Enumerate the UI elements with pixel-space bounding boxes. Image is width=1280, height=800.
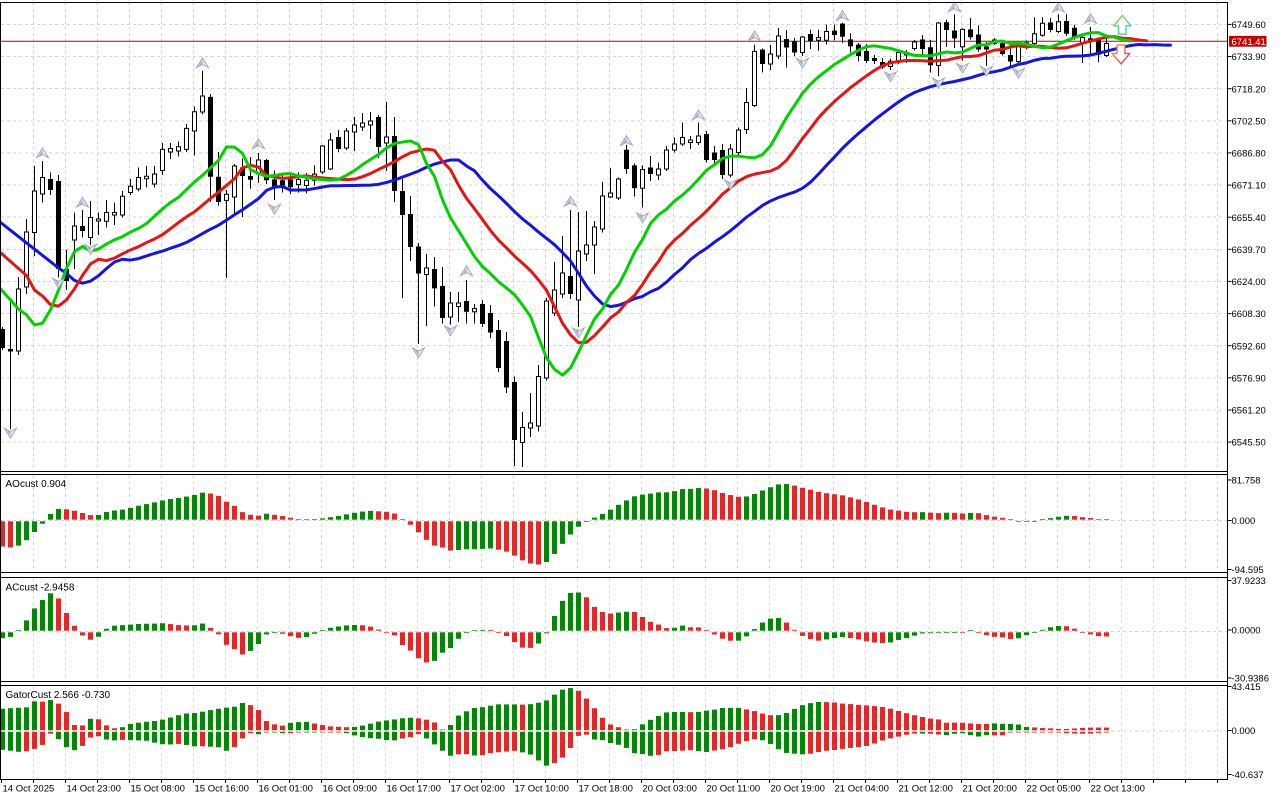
svg-text:0.000: 0.000: [1232, 726, 1256, 737]
svg-text:AOcust 0.904: AOcust 0.904: [6, 479, 67, 490]
svg-text:22 Oct 05:00: 22 Oct 05:00: [1027, 784, 1081, 795]
svg-text:6702.50: 6702.50: [1232, 116, 1266, 127]
svg-text:6576.90: 6576.90: [1232, 373, 1266, 384]
svg-text:20 Oct 03:00: 20 Oct 03:00: [643, 784, 697, 795]
svg-text:6624.00: 6624.00: [1232, 277, 1266, 288]
svg-text:20 Oct 19:00: 20 Oct 19:00: [771, 784, 825, 795]
svg-text:6608.30: 6608.30: [1232, 309, 1266, 320]
svg-text:37.9233: 37.9233: [1232, 576, 1266, 587]
svg-text:15 Oct 16:00: 15 Oct 16:00: [195, 784, 249, 795]
svg-text:6671.10: 6671.10: [1232, 181, 1266, 192]
svg-text:GatorCust 2.566 -0.730: GatorCust 2.566 -0.730: [6, 690, 111, 701]
svg-text:6655.40: 6655.40: [1232, 213, 1266, 224]
svg-text:20 Oct 11:00: 20 Oct 11:00: [707, 784, 761, 795]
svg-text:6686.80: 6686.80: [1232, 149, 1266, 160]
svg-text:21 Oct 04:00: 21 Oct 04:00: [835, 784, 889, 795]
svg-text:16 Oct 09:00: 16 Oct 09:00: [323, 784, 377, 795]
svg-text:-30.9386: -30.9386: [1232, 674, 1270, 685]
svg-text:0.0000: 0.0000: [1232, 626, 1261, 637]
svg-text:6733.90: 6733.90: [1232, 52, 1266, 63]
svg-text:22 Oct 13:00: 22 Oct 13:00: [1091, 784, 1145, 795]
svg-text:21 Oct 20:00: 21 Oct 20:00: [963, 784, 1017, 795]
svg-text:17 Oct 18:00: 17 Oct 18:00: [579, 784, 633, 795]
svg-text:-94.595: -94.595: [1232, 565, 1264, 576]
svg-text:0.000: 0.000: [1232, 516, 1256, 527]
svg-text:17 Oct 02:00: 17 Oct 02:00: [451, 784, 505, 795]
svg-text:6545.50: 6545.50: [1232, 438, 1266, 449]
svg-text:21 Oct 12:00: 21 Oct 12:00: [899, 784, 953, 795]
svg-text:16 Oct 17:00: 16 Oct 17:00: [387, 784, 441, 795]
svg-text:6592.60: 6592.60: [1232, 341, 1266, 352]
svg-text:81.758: 81.758: [1232, 476, 1261, 487]
svg-text:6718.20: 6718.20: [1232, 84, 1266, 95]
svg-text:-40.637: -40.637: [1232, 770, 1264, 781]
svg-text:17 Oct 10:00: 17 Oct 10:00: [515, 784, 569, 795]
svg-text:6749.60: 6749.60: [1232, 20, 1266, 31]
svg-text:6639.70: 6639.70: [1232, 245, 1266, 256]
svg-text:14 Oct 23:00: 14 Oct 23:00: [67, 784, 121, 795]
svg-text:14 Oct 2025: 14 Oct 2025: [3, 784, 55, 795]
svg-text:15 Oct 08:00: 15 Oct 08:00: [131, 784, 185, 795]
svg-text:43.415: 43.415: [1232, 682, 1261, 693]
svg-text:6741.41: 6741.41: [1232, 37, 1266, 48]
svg-text:6561.20: 6561.20: [1232, 406, 1266, 417]
svg-text:ACcust -2.9458: ACcust -2.9458: [6, 583, 75, 594]
svg-text:16 Oct 01:00: 16 Oct 01:00: [259, 784, 313, 795]
